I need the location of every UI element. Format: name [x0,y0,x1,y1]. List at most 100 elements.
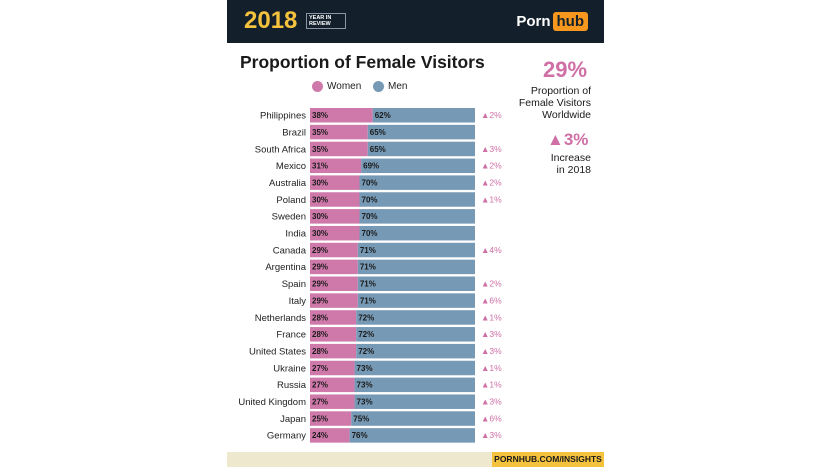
change-label-south-africa: ▲3% [481,144,502,154]
bar-men-mexico [361,158,475,174]
data-label-men-australia: 70% [362,178,378,187]
brand-logo: Porn hub [516,11,588,32]
bar-women-united-kingdom [310,394,355,409]
change-label-mexico: ▲2% [481,161,502,171]
change-label-united-states: ▲3% [481,346,502,356]
change-label-netherlands: ▲1% [481,312,502,322]
data-label-men-canada: 71% [360,246,376,255]
data-label-men-brazil: 65% [370,128,386,137]
bar-men-canada [357,242,475,258]
increase-value: ▲3% [547,130,589,149]
legend-men: Men [373,81,407,92]
data-label-women-italy: 29% [312,296,328,305]
category-label-mexico: Mexico [276,161,306,172]
bar-women-italy [310,293,358,308]
data-label-women-mexico: 31% [312,162,328,171]
data-label-men-netherlands: 72% [358,313,374,322]
bar-women-spain [310,276,358,291]
change-label-italy: ▲6% [481,295,502,305]
data-label-women-argentina: 29% [312,263,328,272]
bar-women-france [310,327,357,342]
footer-url-link[interactable]: PORNHUB.COM/INSIGHTS [492,452,604,467]
bar-men-south-africa [367,141,475,157]
category-label-ukraine: Ukraine [273,363,306,374]
category-label-netherlands: Netherlands [255,313,306,324]
footer-bar: PORNHUB.COM/INSIGHTS [227,452,604,467]
bar-men-netherlands [356,310,475,325]
bar-women-philippines [310,108,373,123]
worldwide-proportion-label: Proportion of Female Visitors Worldwide [519,85,591,121]
category-label-philippines: Philippines [260,111,306,122]
data-label-women-australia: 30% [312,178,328,187]
data-label-men-argentina: 71% [360,263,376,272]
bar-women-sweden [310,209,360,224]
category-label-canada: Canada [273,245,307,256]
category-label-india: India [285,229,306,240]
data-label-men-france: 72% [358,330,374,339]
data-label-women-netherlands: 28% [312,313,328,322]
change-label-philippines: ▲2% [481,110,502,120]
data-label-men-spain: 71% [360,280,376,289]
brand-logo-part2: hub [552,12,588,31]
bar-men-united-kingdom [354,394,475,409]
data-label-men-south-africa: 65% [370,145,386,154]
category-label-australia: Australia [269,178,307,189]
category-label-italy: Italy [289,296,307,307]
data-label-women-russia: 27% [312,381,328,390]
data-label-men-italy: 71% [360,296,376,305]
change-label-france: ▲3% [481,329,502,339]
bar-men-france [356,327,475,342]
data-label-women-united-kingdom: 27% [312,398,328,407]
change-label-canada: ▲4% [481,245,502,255]
data-label-men-ukraine: 73% [357,364,373,373]
category-label-japan: Japan [280,414,306,425]
increase-label-line1: Increase [550,152,591,164]
data-label-women-ukraine: 27% [312,364,328,373]
legend-women: Women [312,81,361,92]
bar-men-germany [349,428,475,443]
data-label-women-sweden: 30% [312,212,328,221]
stacked-bar-chart: Philippines 38% 62% ▲2% Brazil 35% 65% South Af… [238,108,502,443]
data-label-men-india: 70% [362,229,378,238]
data-label-men-sweden: 70% [362,212,378,221]
infographic-card: 2018 YEAR IN REVIEW Porn hub Proportion … [227,0,604,467]
bar-women-south-africa [310,141,368,157]
data-label-men-russia: 73% [357,381,373,390]
legend-women-label: Women [327,81,362,92]
data-label-women-india: 30% [312,229,328,238]
worldwide-proportion-label-line3: Worldwide [542,109,591,121]
change-label-japan: ▲6% [481,413,502,423]
category-label-germany: Germany [267,431,306,442]
bar-women-germany [310,428,350,443]
bar-men-philippines [372,108,475,123]
data-label-women-france: 28% [312,330,328,339]
data-label-men-japan: 75% [353,414,369,423]
bar-men-italy [357,293,475,308]
category-label-south-africa: South Africa [255,144,307,155]
legend-men-label: Men [388,81,408,92]
data-label-men-mexico: 69% [363,162,379,171]
category-label-united-kingdom: United Kingdom [238,397,306,408]
change-label-ukraine: ▲1% [481,363,502,373]
year-in-review-badge: YEAR IN REVIEW [306,13,346,29]
bar-women-russia [310,377,355,393]
bar-men-argentina [357,259,475,275]
year-caption-line2: REVIEW [309,21,331,27]
bar-women-brazil [310,124,368,140]
worldwide-proportion-label-line1: Proportion of [530,85,591,97]
bar-men-united-states [356,343,475,359]
data-label-women-brazil: 35% [312,128,328,137]
change-label-russia: ▲1% [481,380,502,390]
category-label-sweden: Sweden [272,212,306,223]
bar-men-sweden [359,209,475,224]
bar-men-russia [354,377,475,393]
year-label: 2018 [244,7,298,34]
bar-women-india [310,225,360,241]
data-label-women-poland: 30% [312,195,328,204]
year-caption-line1: YEAR IN [309,15,332,21]
bar-men-brazil [367,124,475,140]
data-label-men-philippines: 62% [375,111,391,120]
category-label-united-states: United States [249,346,306,357]
data-label-women-japan: 25% [312,414,328,423]
data-label-men-poland: 70% [362,195,378,204]
